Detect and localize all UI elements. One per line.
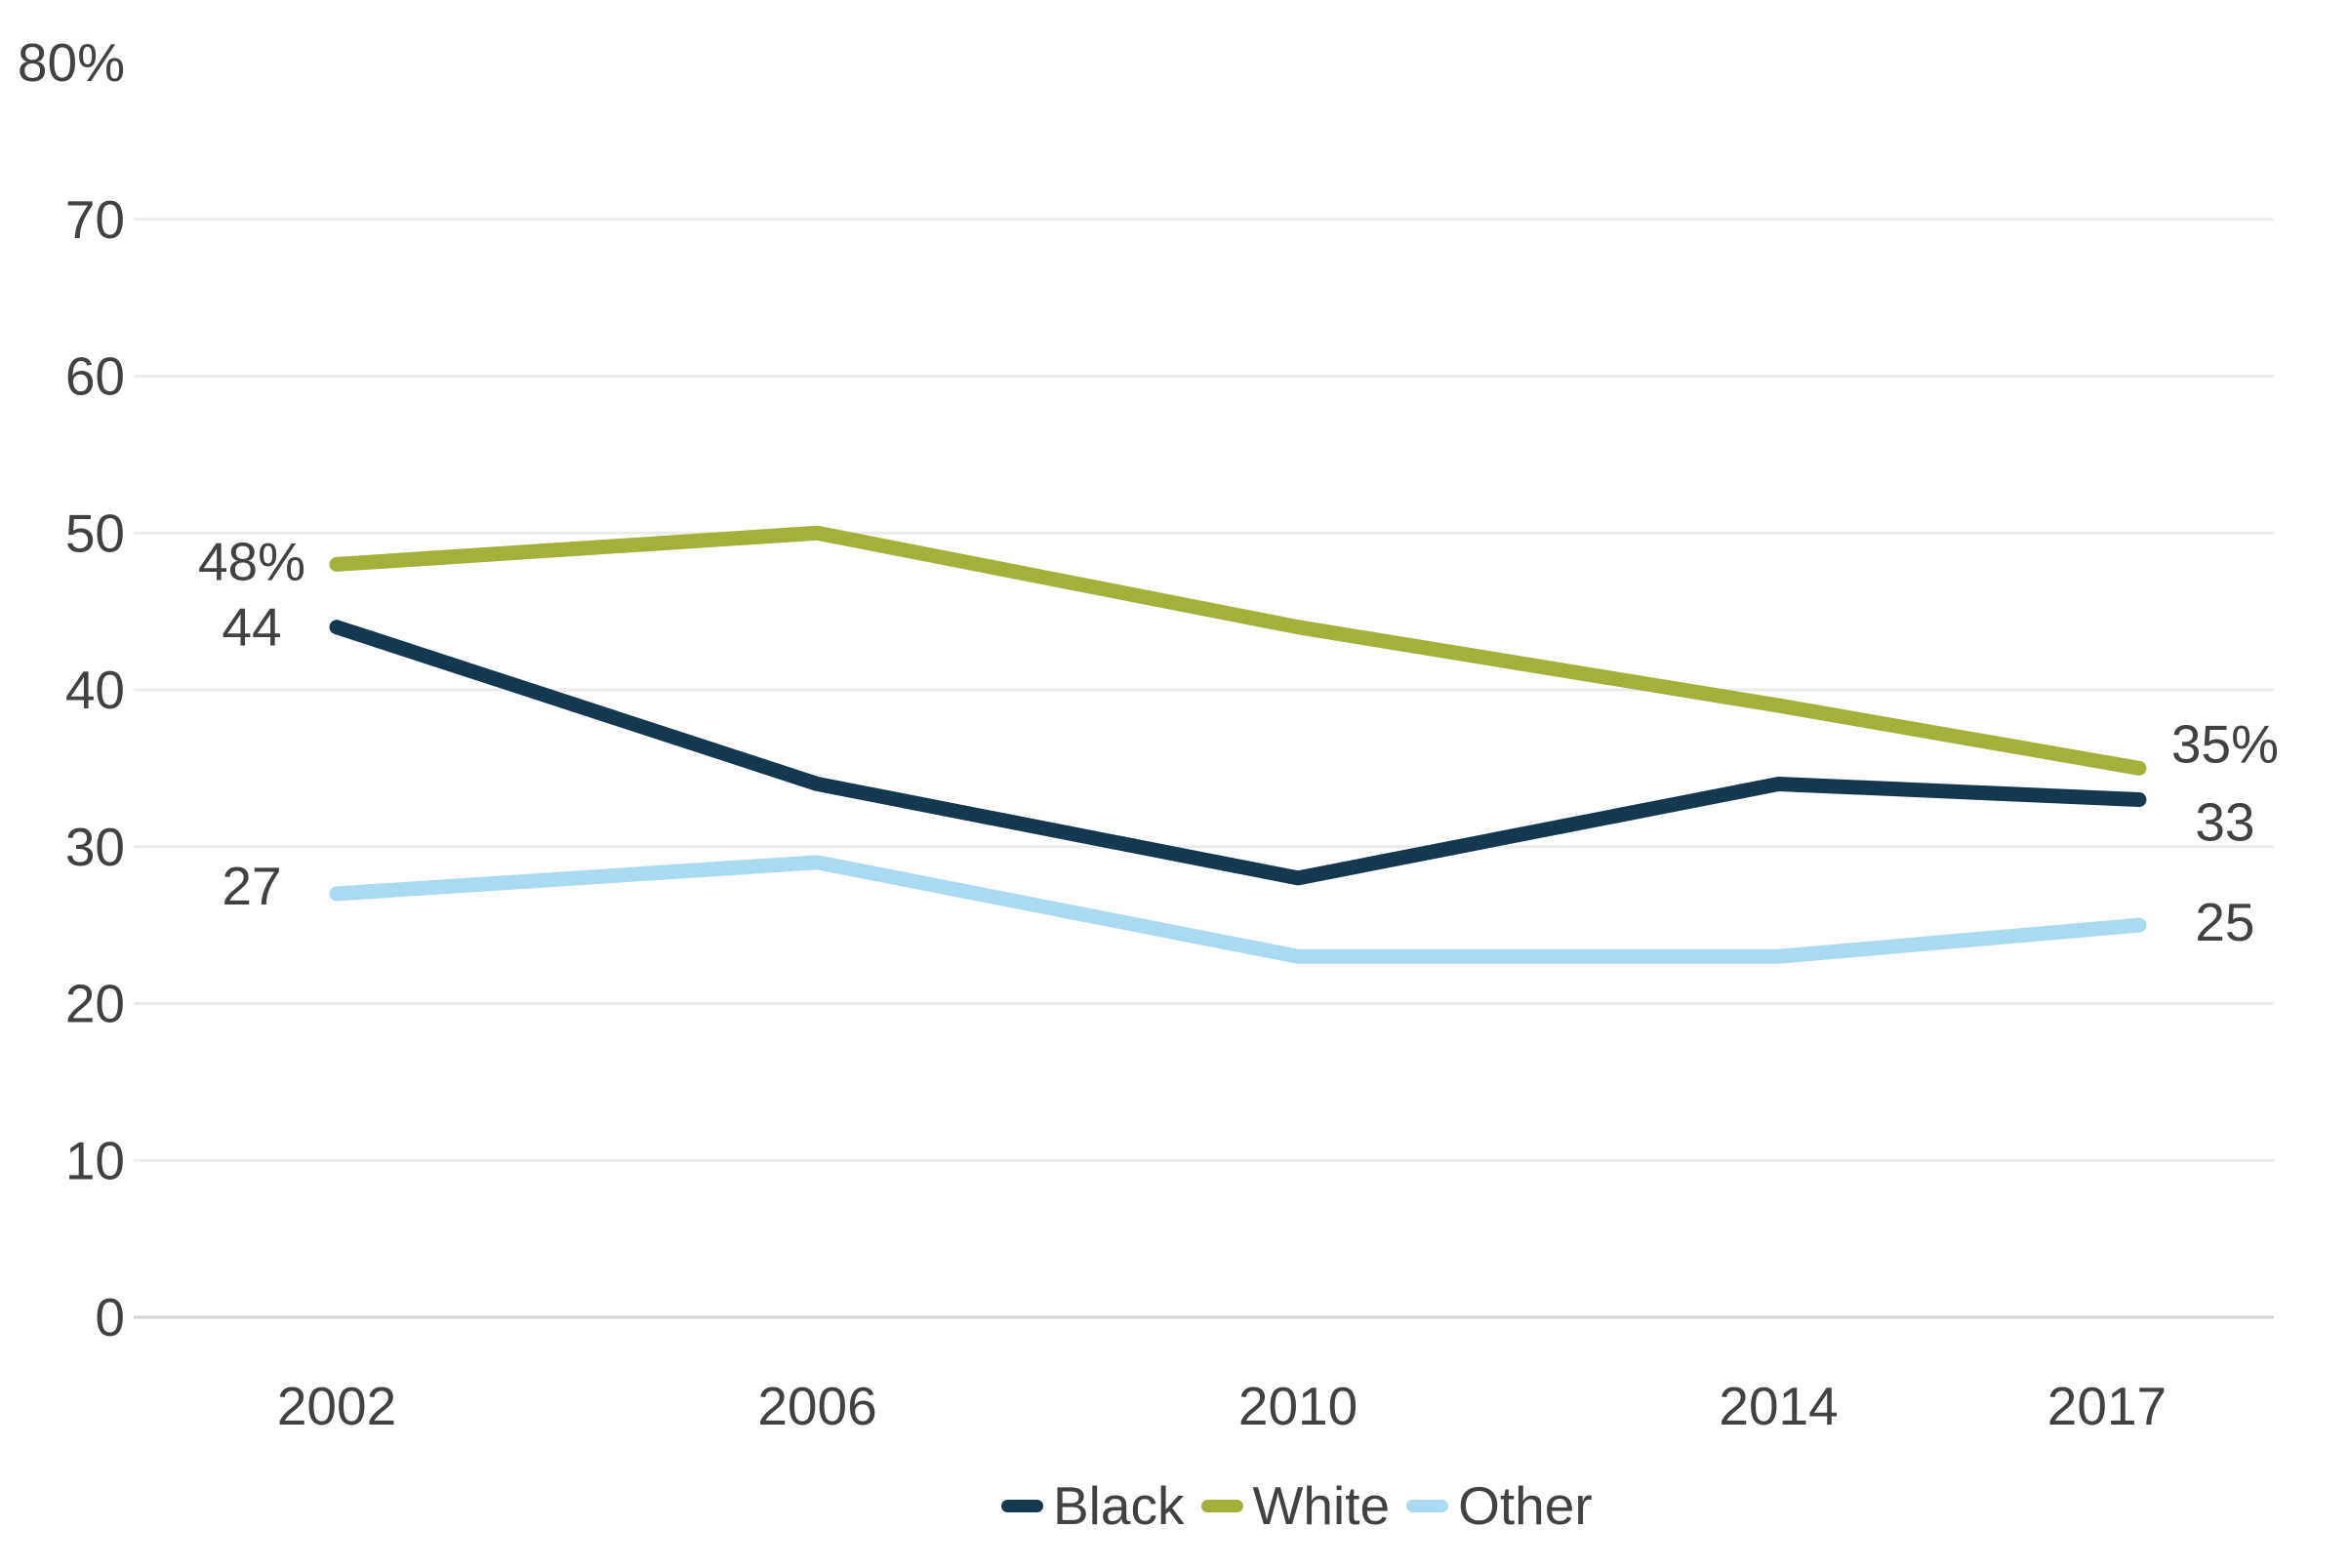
y-axis-tick-label: 10: [65, 1130, 125, 1190]
legend-item-other: Other: [1406, 1474, 1593, 1536]
y-axis-tick-label: 50: [65, 503, 125, 563]
legend-swatch-white: [1200, 1499, 1243, 1512]
point-label: 33: [2195, 792, 2254, 853]
y-axis-tick-label: 70: [65, 189, 125, 250]
legend-label: White: [1252, 1474, 1391, 1536]
legend-label: Other: [1458, 1474, 1593, 1536]
x-axis-tick-label: 2002: [277, 1376, 396, 1436]
point-label: 35%: [2171, 713, 2279, 774]
x-axis-tick-label: 2006: [757, 1376, 876, 1436]
legend-item-black: Black: [1001, 1474, 1185, 1536]
legend-swatch-other: [1406, 1499, 1449, 1512]
y-axis-tick-label: 60: [65, 346, 125, 407]
legend-swatch-black: [1001, 1499, 1043, 1512]
series-line-white: [329, 525, 2147, 776]
y-axis-tick-label: 40: [65, 660, 125, 720]
y-axis-tick-label: 80%: [18, 32, 125, 93]
x-axis-tick-label: 2017: [2047, 1376, 2167, 1436]
series-line-other: [329, 855, 2147, 964]
legend-item-white: White: [1200, 1474, 1391, 1536]
x-axis-tick-label: 2014: [1719, 1376, 1838, 1436]
chart-legend: Black White Other: [1001, 1477, 1593, 1534]
point-label: 44: [222, 597, 281, 658]
y-axis-tick-label: 20: [65, 974, 125, 1034]
x-axis-tick-label: 2010: [1238, 1376, 1357, 1436]
point-label: 25: [2195, 892, 2254, 952]
y-axis-tick-label: 0: [95, 1287, 125, 1347]
y-axis-tick-label: 30: [65, 817, 125, 877]
point-label: 48%: [198, 531, 305, 591]
series-line-black: [329, 620, 2147, 886]
point-label: 27: [222, 856, 281, 916]
legend-label: Black: [1053, 1474, 1185, 1536]
